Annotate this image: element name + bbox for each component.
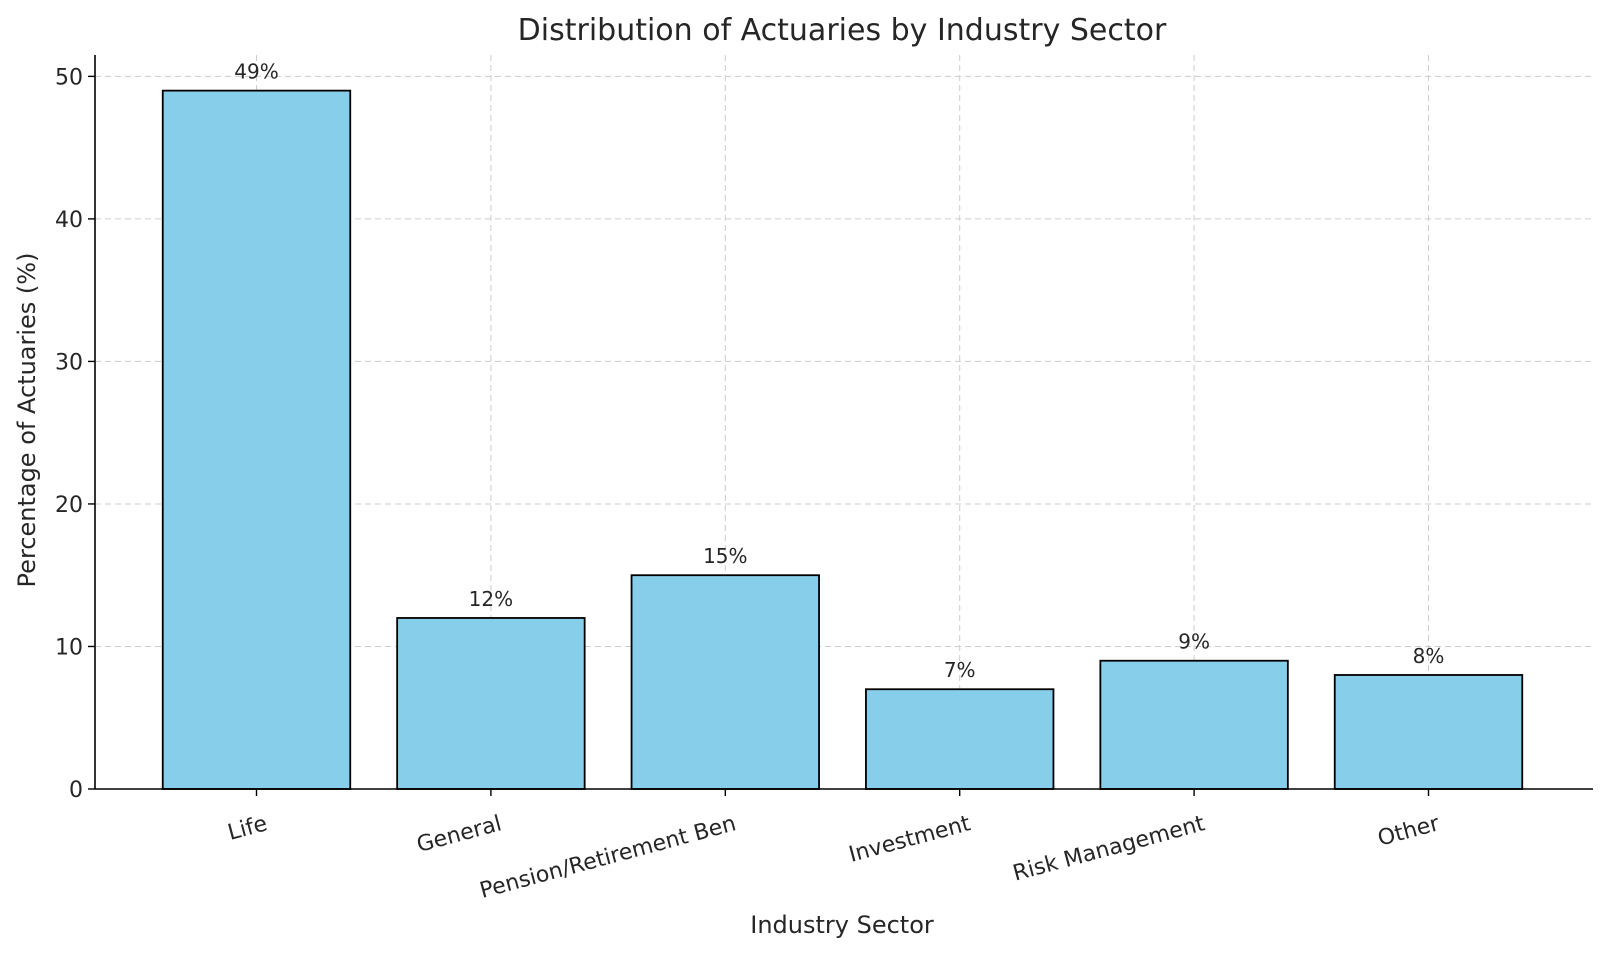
bar-value-label: 49%: [234, 60, 278, 84]
y-tick-label: 40: [55, 208, 83, 233]
bar-general: [396, 617, 586, 790]
chart-title: Distribution of Actuaries by Industry Se…: [518, 13, 1167, 48]
x-tick-label: Investment: [846, 811, 973, 867]
axes-layer: [94, 55, 1593, 790]
y-ticks-layer: 0 10 20 30 40 50: [55, 65, 95, 803]
y-tick-label: 50: [55, 65, 83, 90]
x-tick-label: Risk Management: [1010, 811, 1208, 886]
bar-life: [161, 89, 352, 790]
y-tick-label: 10: [55, 635, 83, 660]
x-tick-label: Pension/Retirement Ben: [477, 811, 739, 904]
bar-pension-retirement-ben: [630, 574, 820, 790]
x-tick-label: General: [414, 811, 504, 858]
bar-risk-management: [1099, 659, 1289, 790]
value-labels-layer: 49% 12% 15% 7% 9% 8%: [234, 60, 1444, 683]
bar-value-label: 7%: [944, 658, 976, 682]
x-tick-label: Other: [1375, 811, 1443, 852]
y-axis-label: Percentage of Actuaries (%): [13, 253, 41, 588]
bar-value-label: 15%: [703, 544, 747, 568]
bar-value-label: 12%: [469, 587, 513, 611]
y-tick-label: 0: [69, 778, 83, 803]
y-tick-label: 30: [55, 350, 83, 375]
bar-investment: [865, 688, 1055, 790]
bars-layer: [161, 89, 1524, 790]
bar-value-label: 9%: [1178, 630, 1210, 654]
bar-value-label: 8%: [1413, 644, 1445, 668]
y-tick-label: 20: [55, 493, 83, 518]
bar-other: [1333, 674, 1524, 790]
x-tick-label: Life: [225, 811, 270, 845]
x-axis-label: Industry Sector: [750, 911, 934, 939]
